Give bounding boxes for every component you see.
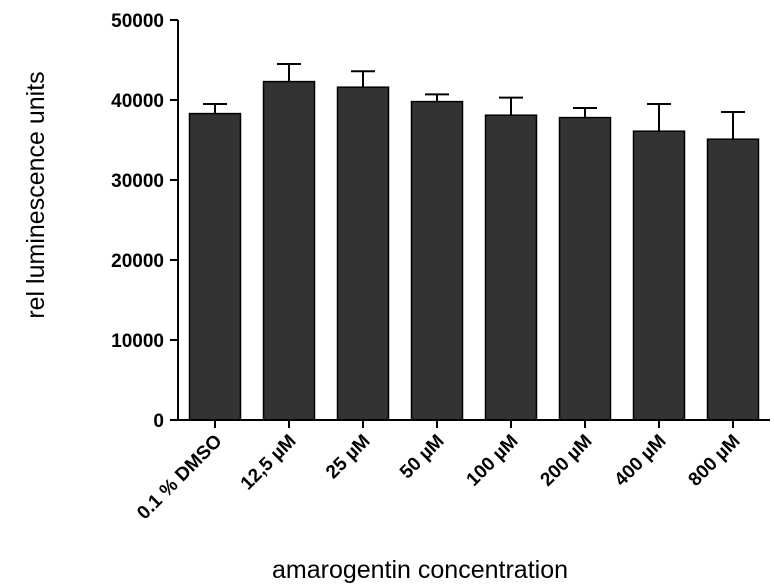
y-axis-title: rel luminescence units: [22, 71, 50, 318]
bar: [706, 138, 760, 421]
error-bar: [721, 111, 745, 140]
bars: [188, 80, 760, 421]
y-axis-ticks: 0 10000 20000 30000 40000 50000: [111, 11, 178, 432]
bar: [632, 130, 686, 421]
x-axis-tick-labels: 0.1 % DMSO 12,5 µM 25 µM 50 µM 100 µM 200 µM 4…: [133, 431, 744, 524]
error-bar: [647, 103, 671, 132]
y-tick-label: 10000: [111, 331, 164, 352]
x-tick-label: 25 µM: [322, 431, 374, 483]
error-bar: [499, 96, 523, 116]
bar: [558, 116, 612, 421]
x-tick-label: 400 µM: [611, 431, 671, 491]
error-bar: [573, 107, 597, 118]
y-tick-label: 30000: [111, 171, 164, 192]
bar: [262, 80, 316, 421]
x-axis-ticks: [214, 420, 734, 428]
x-tick-label: 0.1 % DMSO: [133, 431, 226, 524]
x-tick-label: 12,5 µM: [237, 431, 301, 495]
error-bar: [277, 63, 301, 82]
error-bars: [203, 63, 745, 140]
bar: [410, 100, 464, 421]
error-bar: [425, 93, 449, 102]
error-bar: [203, 103, 227, 114]
bar: [188, 112, 242, 421]
y-tick-label: 0: [153, 411, 164, 432]
y-tick-label: 20000: [111, 251, 164, 272]
x-tick-label: 100 µM: [463, 431, 523, 491]
error-bar: [351, 70, 375, 88]
y-tick-label: 40000: [111, 91, 164, 112]
bar: [484, 114, 538, 421]
bar: [336, 86, 390, 421]
x-axis-title: amarogentin concentration: [272, 556, 568, 584]
x-tick-label: 200 µM: [537, 431, 597, 491]
x-tick-label: 800 µM: [685, 431, 745, 491]
x-tick-label: 50 µM: [396, 431, 448, 483]
y-tick-label: 50000: [111, 11, 164, 32]
